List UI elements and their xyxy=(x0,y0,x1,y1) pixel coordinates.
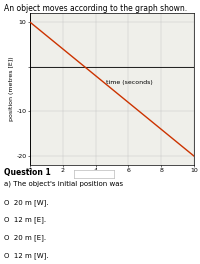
Text: O  12 m [E].: O 12 m [E]. xyxy=(4,217,46,224)
Text: An object moves according to the graph shown.: An object moves according to the graph s… xyxy=(4,4,187,13)
Y-axis label: position (metres [E]): position (metres [E]) xyxy=(9,57,14,121)
Text: O  20 m [E].: O 20 m [E]. xyxy=(4,235,46,242)
Text: time (seconds): time (seconds) xyxy=(106,80,153,85)
Text: O  12 m [W].: O 12 m [W]. xyxy=(4,253,49,260)
Text: O  20 m [W].: O 20 m [W]. xyxy=(4,199,49,206)
Text: Question 1: Question 1 xyxy=(4,168,51,177)
Text: a) The object's initial position was: a) The object's initial position was xyxy=(4,180,123,187)
